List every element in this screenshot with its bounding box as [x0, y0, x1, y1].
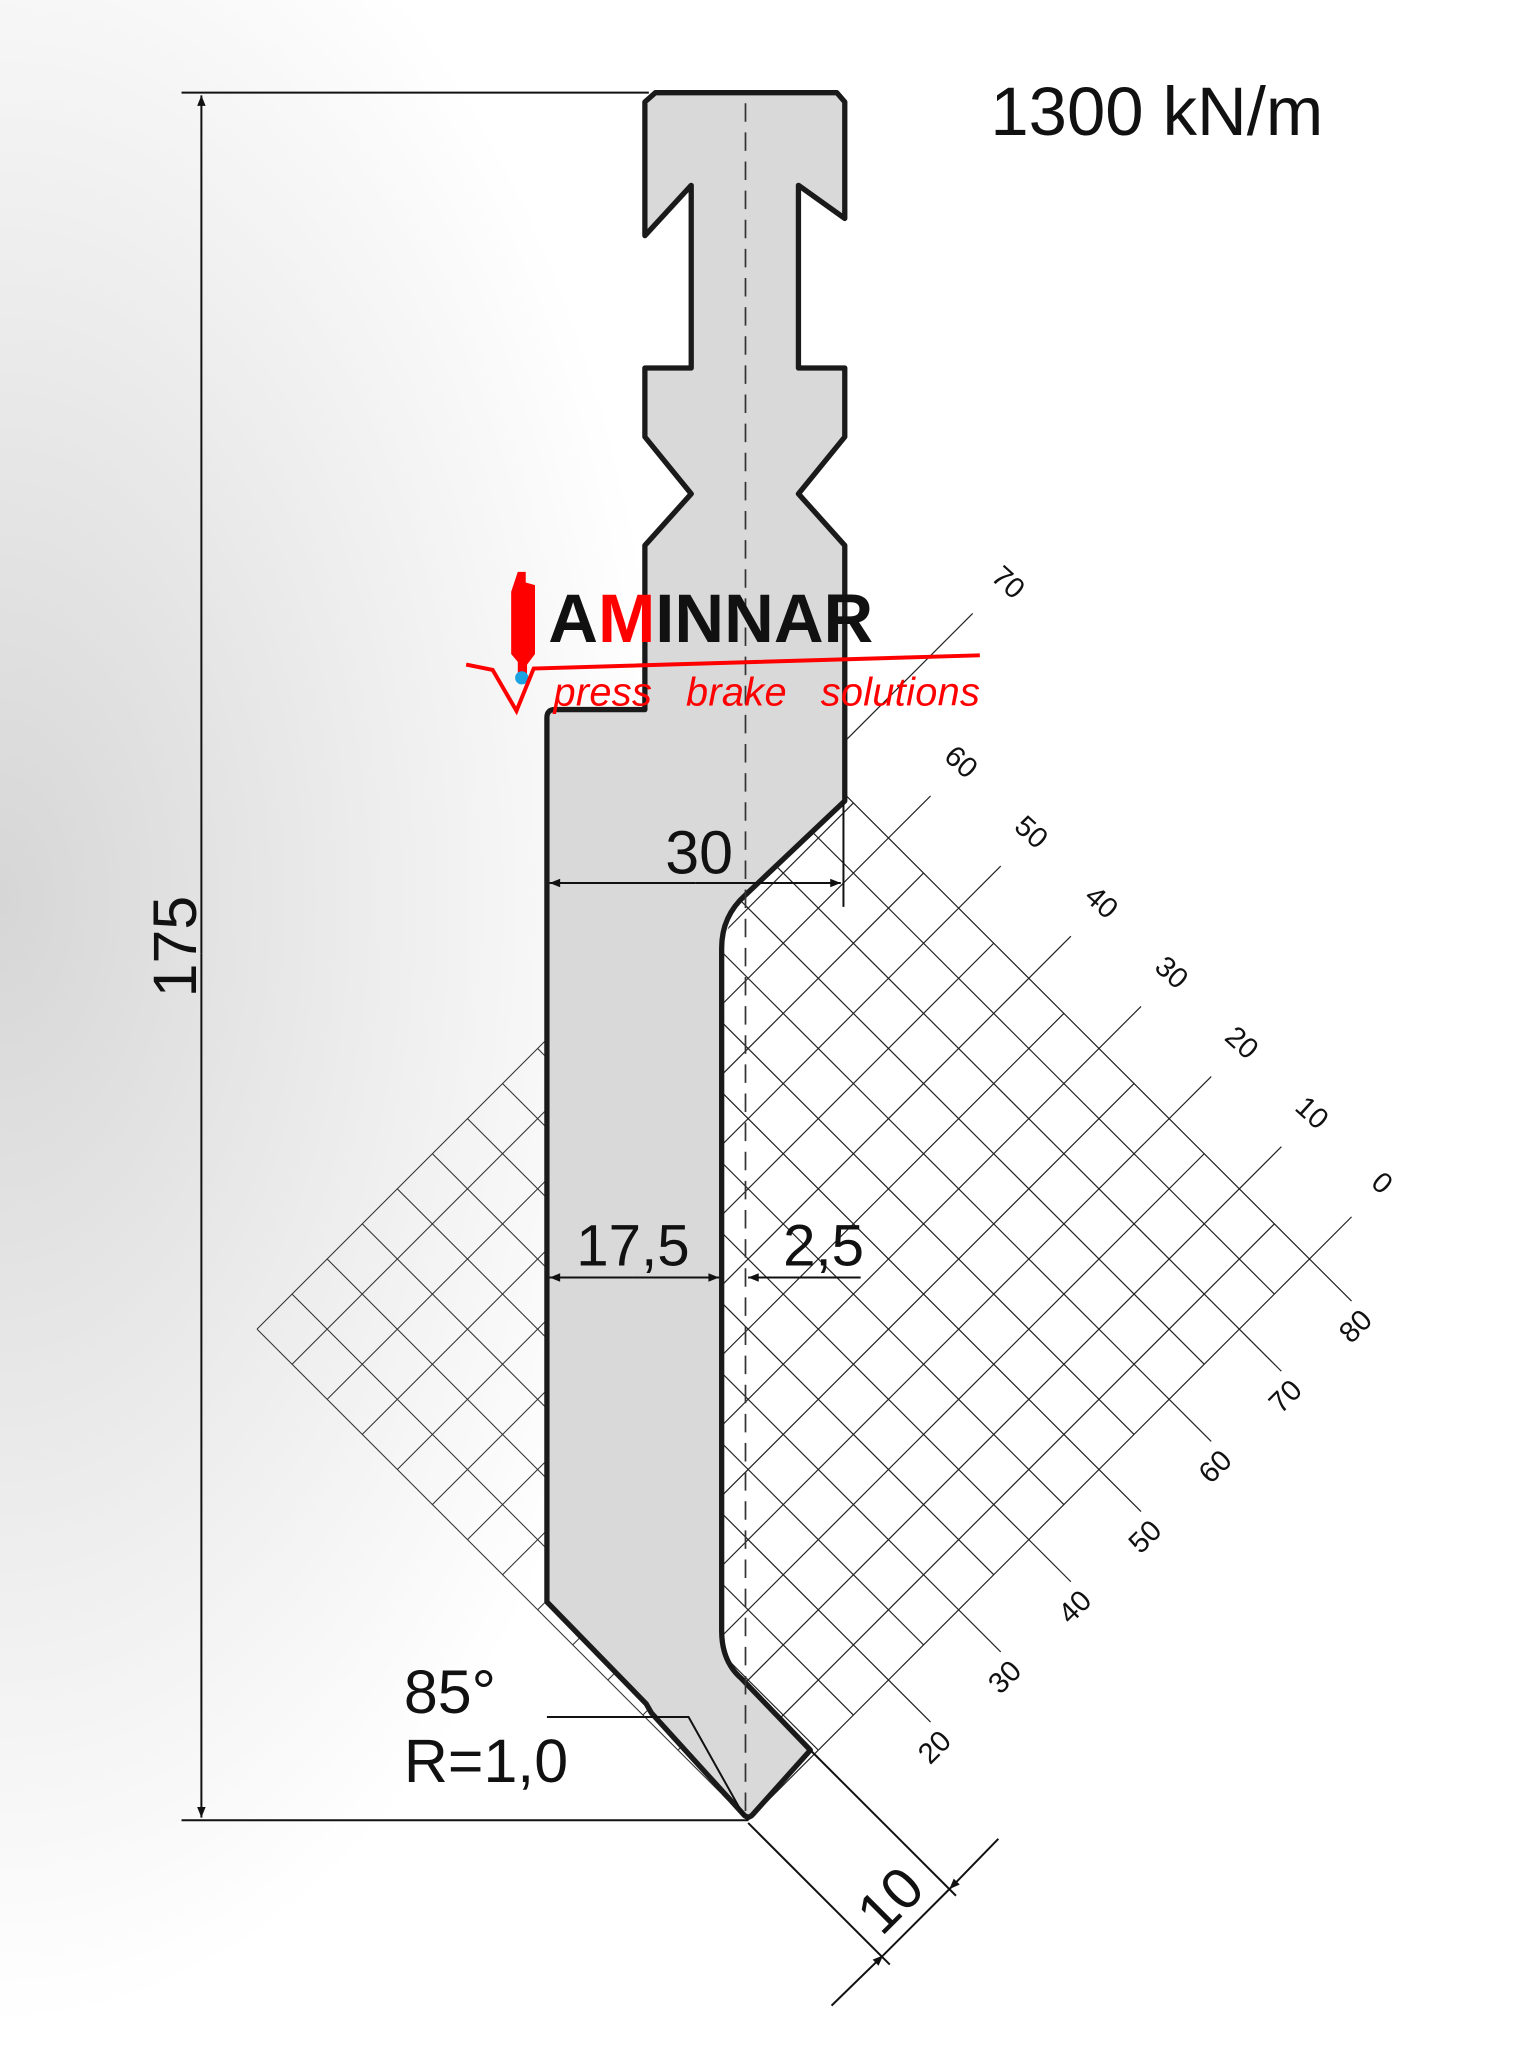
grid-line-width — [721, 872, 1212, 1442]
grid-line-width — [747, 767, 1275, 1295]
company-logo: AMINNAR press brake solutions — [465, 571, 980, 716]
grid-line-width — [721, 837, 1205, 1365]
grid-width-label: 70 — [1263, 1374, 1309, 1420]
grid-height-label: 30 — [1148, 950, 1193, 995]
grid-height-label: 0 — [1365, 1166, 1398, 1201]
width-top-label: 30 — [665, 819, 733, 887]
grid-height-label: 50 — [1008, 810, 1053, 855]
grid-line-width — [721, 1012, 1072, 1583]
grid-line-width — [721, 1153, 931, 1723]
grid-height-label: 10 — [1289, 1091, 1334, 1136]
grid-width-label: 20 — [912, 1725, 958, 1771]
grid-line-width — [721, 977, 1065, 1505]
logo-text-a: A — [548, 580, 598, 657]
svg-text:AMINNAR: AMINNAR — [548, 580, 873, 657]
half-width-label: 17,5 — [576, 1214, 689, 1279]
grid-line-height — [721, 872, 924, 1435]
press-ram-logo-icon — [511, 571, 536, 676]
grid-height-label: 20 — [1219, 1020, 1264, 1065]
tip-ext-line-2 — [809, 1749, 957, 1897]
grid-height-label: 70 — [985, 560, 1030, 605]
grid-labels: 0 10 20 30 40 50 60 70 20 30 40 50 60 70 80 — [912, 560, 1398, 1770]
grid-line-height — [721, 935, 1072, 1541]
grid-line-width — [721, 1048, 995, 1576]
grid-width-label: 30 — [982, 1655, 1028, 1701]
grid-line-height — [721, 1076, 1212, 1681]
grid-width-label: 40 — [1053, 1585, 1099, 1631]
grid-height-label: 40 — [1078, 880, 1123, 925]
logo-swoosh — [465, 653, 980, 716]
tip-dim-arrow-2 — [948, 1838, 1000, 1890]
grid-width-label: 50 — [1123, 1514, 1169, 1560]
grid-line-height — [721, 795, 931, 1400]
logo-tagline: press brake solutions — [553, 671, 980, 715]
grid-line-height — [747, 1216, 1352, 1821]
logo-text-innar: INNAR — [655, 580, 873, 657]
radius-label: R=1,0 — [404, 1727, 568, 1795]
grid-line-height — [721, 865, 1002, 1470]
grid-line-width — [721, 1118, 924, 1646]
grid-width-label: 60 — [1193, 1444, 1239, 1490]
grid-line-height — [721, 1005, 1142, 1611]
grid-line-width — [782, 732, 1352, 1302]
grid-line-width — [721, 802, 1282, 1372]
height-label: 175 — [141, 896, 209, 998]
grid-line-height — [721, 802, 854, 1365]
tip-dim-arrow-1 — [830, 1954, 884, 2007]
grid-line-width — [721, 907, 1135, 1435]
left-grid-line — [256, 1013, 574, 1330]
grid-line-height — [721, 1146, 1282, 1751]
grid-line-width — [721, 1083, 1002, 1653]
tip-ext-line-1 — [747, 1822, 891, 1966]
grid-line-height — [721, 613, 974, 1330]
grid-line-width — [721, 942, 1142, 1512]
radius-leader-line — [546, 1716, 746, 1817]
load-rating: 1300 kN/m — [990, 73, 1323, 150]
tool-tip-dot-icon — [515, 671, 529, 685]
grid-line-height — [721, 942, 995, 1505]
right-bending-grid — [721, 613, 1352, 1821]
grid-height-label: 60 — [938, 740, 983, 785]
tip-dim-line — [882, 1888, 951, 1957]
angle-label: 85° — [404, 1658, 496, 1726]
grid-line-width — [721, 1188, 854, 1716]
logo-text-m: M — [598, 580, 655, 657]
offset-label: 2,5 — [783, 1214, 864, 1279]
grid-width-label: 80 — [1333, 1304, 1379, 1350]
